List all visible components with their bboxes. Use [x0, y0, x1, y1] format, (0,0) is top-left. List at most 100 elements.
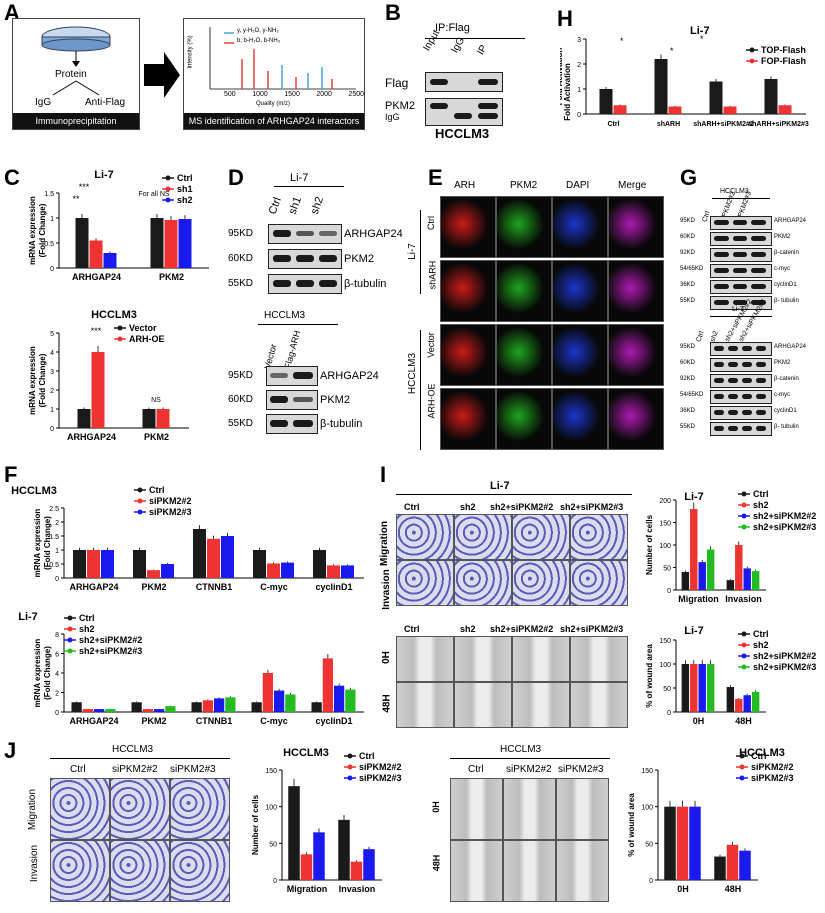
bar — [726, 580, 735, 590]
panel-c-top-chart: 0 0.5 1 1.5 ARHGAP24 PKM2 Li-7 mRNA expression(… — [28, 169, 209, 282]
panel-label-j: J — [4, 738, 17, 763]
legend-label: sh2+siPKM2#2 — [79, 635, 142, 645]
bar — [207, 538, 220, 578]
g-blot-row — [710, 374, 772, 388]
legend-label: TOP-Flash — [761, 45, 806, 55]
bar — [664, 806, 676, 880]
igg-label: IgG — [35, 97, 52, 108]
wound-image — [503, 778, 556, 840]
transwell-image — [512, 514, 570, 560]
g-protein-label: ARHGAP24 — [774, 218, 807, 224]
y-axis-label: Number of cells — [251, 794, 260, 855]
g-protein-label: cyclinD1 — [774, 408, 797, 414]
y-tick-label: 100 — [641, 805, 653, 812]
legend-marker — [739, 775, 745, 781]
legend-label: Vector — [129, 323, 157, 333]
i-wcol-sh2: sh2 — [460, 624, 476, 634]
x-tick-label: Migration — [287, 884, 328, 894]
fluorescence-image — [552, 324, 608, 386]
legend-marker — [137, 498, 143, 504]
g-protein-label: PKM2 — [774, 234, 791, 240]
d2-kd-95: 95KD — [228, 370, 254, 381]
i-row-migration: Migration — [379, 521, 390, 566]
g-kd-label: 54/65KD — [680, 266, 704, 272]
g-blot-row — [710, 248, 772, 262]
sig-annotation: * — [700, 34, 704, 44]
i-transwell-grid — [396, 514, 632, 606]
d-prot-tubulin: β-tubulin — [344, 278, 387, 290]
d-blot-pkm2 — [268, 249, 342, 269]
fluorescence-image — [552, 260, 608, 322]
legend-label: siPKM2#2 — [751, 762, 794, 772]
x-tick-label: 0H — [693, 716, 705, 726]
g-protein-label: β- tubulin — [774, 424, 799, 430]
d-kd-60: 60KD — [228, 253, 254, 264]
transwell-image — [512, 560, 570, 606]
y-axis-label: mRNA expression — [33, 509, 42, 578]
chart-title: Li-7 — [18, 611, 38, 623]
g-protein-label: β- tubulin — [774, 298, 799, 304]
bar — [274, 690, 285, 712]
d-kd-55: 55KD — [228, 278, 254, 289]
panel-e: ARH PKM2 DAPI Merge Li-7 HCCLM3 Ctrl shA… — [407, 180, 672, 458]
ms-spectrum — [209, 27, 356, 90]
bar — [778, 105, 792, 114]
g-kd-label: 36KD — [680, 408, 696, 414]
legend-label: Ctrl — [177, 173, 193, 183]
chart-title: HCCLM3 — [91, 309, 137, 321]
h-title: Li-7 — [690, 25, 710, 37]
g-blot-set-1: 95KD ARHGAP24 60KD PKM2 92KD β-catenin 54/65KD… — [680, 210, 825, 320]
bar — [214, 698, 225, 712]
bar — [363, 849, 375, 880]
legend-label: sh2+siPKM2#2 — [753, 511, 816, 521]
panel-a-ms-box: y, y-H₂O, y-NH₃ b, b-H₂O, b-NH₃ Intensit… — [183, 18, 365, 130]
y-tick-label: 0 — [667, 710, 671, 717]
wound-image — [396, 682, 454, 728]
wound-image — [503, 840, 556, 902]
y-tick-label: 50 — [663, 566, 671, 573]
bar — [743, 695, 751, 712]
i-wcol-ctrl: Ctrl — [404, 624, 420, 634]
legend-label: Ctrl — [359, 751, 375, 761]
bar — [71, 702, 82, 712]
y-tick-label: 0 — [649, 878, 653, 885]
y-tick-label: 200 — [659, 498, 671, 505]
x-tick-label: 48H — [735, 716, 752, 726]
d-lane-flag-arh: Flag-ARH — [282, 329, 303, 370]
bar — [698, 562, 706, 590]
wound-image — [450, 840, 503, 902]
i-col-ctrl: Ctrl — [404, 502, 420, 512]
legend-marker — [749, 47, 755, 53]
panel-f-top-chart: 0 0.5 1 1.5 2 2.5 ARHGAP24 PKM2 CTNNB1 C-myc cycli… — [11, 485, 364, 592]
chart-title: Li-7 — [94, 169, 114, 181]
g-protein-label: β-catenin — [774, 376, 799, 382]
row-pkm2: PKM2 — [385, 100, 415, 112]
legend-label: Ctrl — [753, 489, 769, 499]
fluorescence-image — [496, 388, 552, 450]
x-tick-label: Invasion — [339, 884, 376, 894]
bar — [735, 545, 743, 590]
ns-annotation: For all NS — [138, 191, 169, 198]
bar — [262, 673, 273, 712]
y-tick-label: 8 — [55, 632, 59, 639]
panel-c-bottom-chart: 0 1 2 3 4 5 ARHGAP24 PKM2 HCCLM3 mRNA expression(… — [28, 309, 189, 442]
legend-marker — [165, 175, 171, 181]
bar — [689, 806, 701, 880]
bar — [706, 664, 715, 712]
x-tick-label: C-myc — [260, 716, 288, 726]
bar — [165, 706, 176, 712]
x-tick-label: shARH+siPKM2#3 — [748, 121, 809, 128]
d2-blot-arhgap24 — [266, 366, 318, 386]
legend-label: siPKM2#2 — [149, 496, 192, 506]
x-tick-label: PKM2 — [159, 272, 184, 282]
x-tick-label: PKM2 — [141, 716, 166, 726]
cell-line-hcclm3: HCCLM3 — [435, 126, 490, 141]
protein-label: Protein — [55, 69, 87, 80]
legend-label: sh2 — [753, 640, 769, 650]
fluorescence-image — [496, 196, 552, 258]
bar — [654, 59, 668, 114]
y-tick-label: 3 — [577, 37, 581, 44]
legend-marker — [347, 753, 353, 759]
g-kd-label: 54/65KD — [680, 392, 704, 398]
